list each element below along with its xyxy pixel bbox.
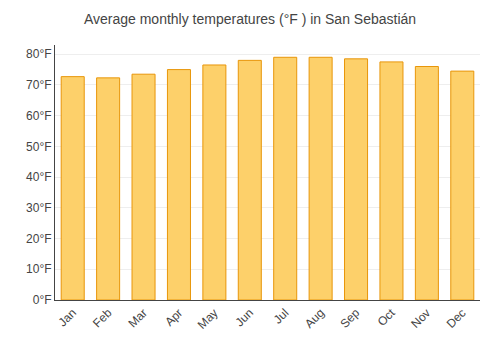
svg-text:Feb: Feb bbox=[90, 306, 115, 331]
svg-text:Jun: Jun bbox=[233, 306, 257, 330]
svg-text:Sep: Sep bbox=[337, 306, 362, 331]
svg-text:50°F: 50°F bbox=[26, 140, 51, 154]
svg-text:Average monthly temperatures (: Average monthly temperatures (°F ) in Sa… bbox=[84, 11, 416, 27]
svg-text:Aug: Aug bbox=[302, 306, 327, 331]
svg-text:40°F: 40°F bbox=[26, 170, 51, 184]
svg-text:May: May bbox=[195, 306, 221, 332]
svg-text:Jan: Jan bbox=[55, 306, 79, 330]
svg-text:Oct: Oct bbox=[375, 305, 399, 329]
svg-text:0°F: 0°F bbox=[33, 293, 52, 307]
svg-text:Dec: Dec bbox=[444, 306, 469, 331]
svg-text:80°F: 80°F bbox=[26, 47, 51, 61]
svg-text:10°F: 10°F bbox=[26, 262, 51, 276]
svg-text:20°F: 20°F bbox=[26, 232, 51, 246]
svg-text:Mar: Mar bbox=[125, 306, 150, 331]
svg-text:Apr: Apr bbox=[162, 306, 185, 329]
svg-text:Nov: Nov bbox=[408, 306, 433, 331]
svg-text:60°F: 60°F bbox=[26, 109, 51, 123]
svg-text:30°F: 30°F bbox=[26, 201, 51, 215]
svg-text:Jul: Jul bbox=[271, 306, 292, 327]
svg-text:70°F: 70°F bbox=[26, 78, 51, 92]
